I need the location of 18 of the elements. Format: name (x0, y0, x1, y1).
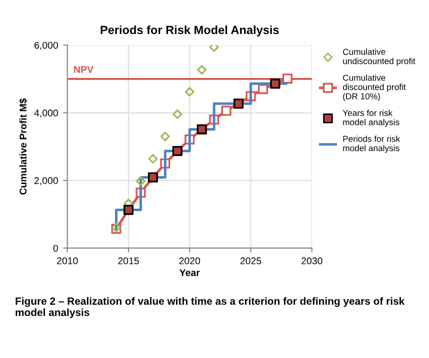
x-tick-label: 2010 (57, 257, 78, 264)
legend-label: Periods for risk model analysis (343, 136, 400, 153)
x-tick-label: 2025 (240, 257, 262, 264)
x-axis-title: Year (180, 269, 200, 276)
x-tick-label: 2020 (179, 257, 200, 264)
y-tick-label: 6,000 (34, 42, 58, 50)
caption: Figure 2 – Realization of value with time as a criterion for defining years of risk model analysis (16, 297, 405, 318)
x-tick-label: 2030 (302, 257, 322, 264)
y-tick-label: 0 (53, 244, 58, 252)
y-tick-label: 2,000 (34, 177, 58, 186)
legend-label: Cumulative discounted profit (DR 10%) (342, 74, 406, 102)
y-axis-title: Cumulative Profit M$ (19, 98, 28, 195)
legend-label: Years for risk model analysis (342, 110, 400, 127)
chart-title: Periods for Risk Model Analysis (100, 25, 279, 36)
legend-label: Cumulative undiscounted profit (343, 48, 416, 66)
ref-line-label: NPV (74, 66, 94, 73)
x-tick-label: 2015 (118, 257, 139, 264)
y-tick-label: 4,000 (34, 110, 58, 118)
